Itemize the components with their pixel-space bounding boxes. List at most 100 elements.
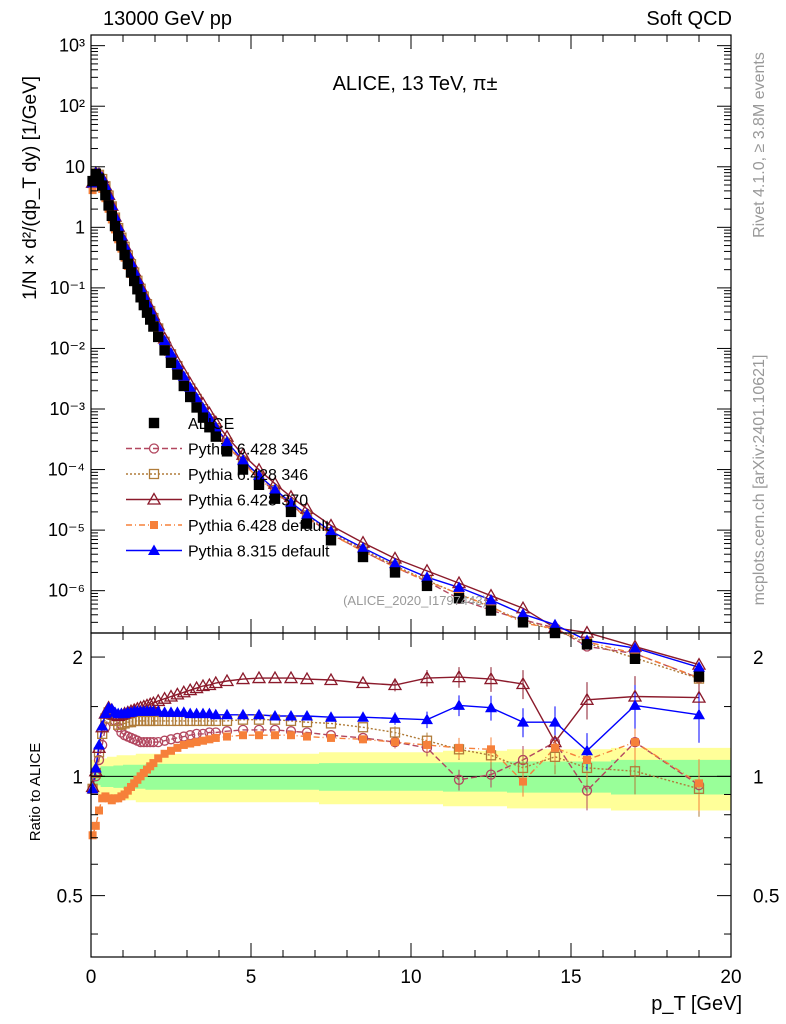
alice-data-point [357,551,369,563]
main-marker-5 [629,641,641,653]
ratio-marker-4 [287,731,295,740]
ratio-marker-3 [251,670,267,684]
legend-label: Pythia 6.428 default [188,518,330,535]
ratio-marker-4 [223,732,231,741]
alice-data-point [237,464,249,475]
y-tick-label: 10⁻² [49,338,85,358]
ratio-marker-3 [189,680,204,694]
ratio-marker-4 [695,779,703,788]
alice-data-point [485,605,497,616]
alice-data-point [204,422,215,433]
ratio-marker-4 [551,743,559,752]
ratio-marker-4 [160,749,169,758]
ratio-marker-4 [519,777,527,786]
alice-data-point [103,200,114,211]
ratio-marker-3 [299,671,315,685]
ratio-marker-1 [517,754,529,766]
alice-data-point [191,402,202,413]
uncertainty-bands [91,747,731,811]
legend-label: Pythia 6.428 345 [188,442,308,459]
legend-marker [148,443,160,454]
ratio-marker-3 [419,670,435,684]
ratio-marker-4 [583,755,591,764]
ratio-marker-2 [357,722,369,733]
alice-data-point [453,593,465,604]
alice-data-point [172,369,183,380]
alice-data-point [148,321,159,332]
y-tick-label: 10 [65,157,85,177]
ratio-marker-5 [517,716,529,727]
legend-marker [148,544,160,555]
alice-data-point [165,357,177,368]
legend-label: ALICE [188,416,234,433]
main-marker-5 [269,483,281,494]
ratio-marker-4 [631,738,639,747]
ratio-marker-3 [176,684,191,698]
ratio-marker-3 [163,689,179,702]
ratio-marker-5 [96,719,109,731]
legend-label: Pythia 8.315 default [188,544,330,561]
ratio-marker-3 [170,687,185,700]
ratio-marker-5 [693,708,705,720]
ratio-marker-5 [253,708,265,720]
legend: ALICE Pythia 6.428 345 Pythia 6.428 346 Pyt… [126,416,330,561]
data-markers [85,165,707,840]
main-marker-5 [237,454,249,465]
ratio-marker-4 [327,733,335,742]
alice-data-point [253,479,265,491]
main-marker-5 [453,581,465,592]
ratio-marker-3 [451,669,467,683]
alice-data-point [285,506,297,518]
alice-data-point [221,446,233,457]
alice-data-point [122,258,133,269]
main-marker-5 [301,508,313,519]
ratio-marker-2 [629,766,641,777]
main-marker-5 [485,594,497,605]
ratio-marker-4 [199,736,207,745]
ratio-tick-label: 1 [72,767,83,788]
ratio-marker-4 [192,738,201,747]
main-line-3 [91,172,700,666]
ratio-marker-3 [355,675,371,689]
ratio-marker-1 [141,736,153,748]
ratio-marker-5 [301,709,313,721]
ratio-marker-2 [389,727,401,738]
y-tick-label: 10² [59,96,85,116]
header-right: Soft QCD [646,8,732,30]
main-marker-5 [421,571,433,582]
alice-data-point [138,299,149,311]
ratio-marker-3 [267,670,283,684]
ratio-marker-4 [205,735,214,744]
alice-data-point [197,412,209,423]
ratio-marker-4 [255,731,263,740]
legend-marker [148,417,160,429]
ratio-marker-4 [359,735,367,744]
y-tick-label: 10⁻⁴ [48,460,85,480]
ratio-marker-4 [303,732,311,741]
ratio-tick-label: 2 [72,648,83,669]
ratio-marker-4 [487,745,495,754]
ratio-marker-5 [86,782,99,794]
alice-data-point [421,580,433,592]
x-tick-label: 15 [560,967,581,988]
ratio-marker-1 [629,736,641,748]
alice-data-point [87,175,98,187]
axis-ticks [90,35,732,957]
ratio-marker-5 [93,738,105,750]
ratio-marker-3 [483,671,499,685]
ratio-marker-4 [154,754,163,763]
alice-data-point [100,189,111,201]
ratio-marker-3 [219,673,235,687]
alice-data-point [113,230,124,242]
series-lines [91,171,700,836]
legend-label: Pythia 6.428 370 [188,493,308,510]
main-marker-5 [517,608,529,619]
ratio-marker-1 [148,736,159,748]
ratio-marker-5 [269,709,281,721]
alice-data-point [581,639,593,650]
alice-data-point [106,210,117,222]
x-tick-label: 5 [246,967,257,988]
ratio-marker-4 [173,743,182,752]
alice-data-point [132,284,143,295]
